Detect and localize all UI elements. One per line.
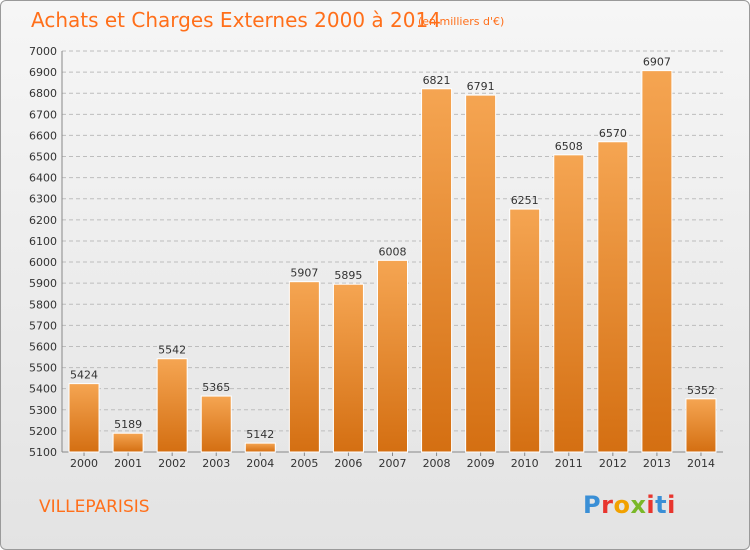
bar-value-label: 6570 <box>599 127 627 140</box>
chart-title: Achats et Charges Externes 2000 à 2014 <box>31 8 441 32</box>
brand-letter: i <box>667 491 676 519</box>
y-tick-label: 5300 <box>29 404 57 417</box>
x-tick-label: 2009 <box>467 457 495 470</box>
bar <box>641 70 673 453</box>
bar <box>288 281 320 453</box>
x-tick-label: 2004 <box>246 457 274 470</box>
bar-value-label: 5352 <box>687 384 715 397</box>
bar-value-label: 6008 <box>379 245 407 258</box>
bar-value-label: 6508 <box>555 140 583 153</box>
brand-letter: o <box>613 491 631 519</box>
city-name: VILLEPARISIS <box>39 497 150 517</box>
bar-value-label: 5424 <box>70 369 98 382</box>
bar <box>597 141 629 453</box>
bar-value-label: 5907 <box>290 267 318 280</box>
bar <box>112 432 144 453</box>
x-tick-label: 2003 <box>202 457 230 470</box>
label-layer: 5424 5189 5542 5365 5142 5907 5895 6008 6821 6791… <box>70 56 715 442</box>
bar <box>156 358 188 453</box>
chart-subtitle: (en milliers d'€) <box>418 15 505 28</box>
x-tick-label: 2011 <box>555 457 583 470</box>
bar-value-label: 6251 <box>511 194 539 207</box>
y-tick-label: 5600 <box>29 340 57 353</box>
x-tick-label: 2000 <box>70 457 98 470</box>
x-tick-label: 2008 <box>423 457 451 470</box>
y-tick-label: 6000 <box>29 256 57 269</box>
y-tick-label: 5100 <box>29 446 57 459</box>
bar-value-label: 5365 <box>202 381 230 394</box>
brand-letter: x <box>630 491 647 519</box>
x-tick-label: 2012 <box>599 457 627 470</box>
x-tick-label: 2014 <box>687 457 715 470</box>
bar-value-label: 5142 <box>246 428 274 441</box>
bar <box>200 395 232 453</box>
y-tick-label: 6900 <box>29 66 57 79</box>
bar <box>509 208 541 453</box>
bar <box>465 94 497 453</box>
y-tick-label: 6300 <box>29 193 57 206</box>
y-tick-label: 6800 <box>29 87 57 100</box>
y-tick-label: 5900 <box>29 277 57 290</box>
y-tick-label: 6100 <box>29 235 57 248</box>
axis-layer: 5100 5200 5300 5400 5500 5600 5700 5800 5900 6000… <box>29 45 723 470</box>
brand-letter: i <box>646 491 656 519</box>
brand-letter: P <box>583 491 602 519</box>
bar-value-label: 6791 <box>467 80 495 93</box>
x-tick-label: 2001 <box>114 457 142 470</box>
bar-value-label: 6907 <box>643 56 671 69</box>
y-tick-label: 5700 <box>29 319 57 332</box>
bar-value-label: 5189 <box>114 418 142 431</box>
brand-letter: t <box>655 491 668 519</box>
y-tick-label: 6600 <box>29 129 57 142</box>
y-tick-label: 5200 <box>29 425 57 438</box>
bar <box>68 383 100 453</box>
y-tick-label: 6400 <box>29 172 57 185</box>
y-tick-label: 6200 <box>29 214 57 227</box>
x-tick-label: 2013 <box>643 457 671 470</box>
y-tick-label: 5800 <box>29 298 57 311</box>
brand-letter: r <box>601 491 614 519</box>
bar-value-label: 5895 <box>334 269 362 282</box>
bar <box>685 398 717 453</box>
bar <box>553 154 585 453</box>
proxiti-logo[interactable]: Proxiti <box>583 491 676 519</box>
bar-value-label: 6821 <box>423 74 451 87</box>
bar <box>244 442 276 453</box>
y-tick-label: 6500 <box>29 151 57 164</box>
bar <box>377 259 408 453</box>
y-tick-label: 5400 <box>29 383 57 396</box>
x-tick-label: 2007 <box>379 457 407 470</box>
y-tick-label: 7000 <box>29 45 57 58</box>
bar-value-label: 5542 <box>158 344 186 357</box>
y-tick-label: 6700 <box>29 108 57 121</box>
x-tick-label: 2006 <box>334 457 362 470</box>
x-tick-label: 2005 <box>290 457 318 470</box>
y-tick-label: 5500 <box>29 362 57 375</box>
bar-layer <box>68 70 717 453</box>
x-tick-label: 2010 <box>511 457 539 470</box>
x-tick-label: 2002 <box>158 457 186 470</box>
bar <box>421 88 453 453</box>
bar <box>332 283 364 453</box>
